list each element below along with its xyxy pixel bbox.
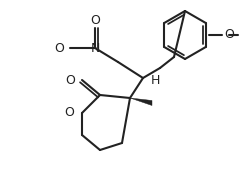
Text: O: O (65, 74, 75, 86)
Text: O: O (224, 29, 234, 41)
Text: O: O (64, 107, 74, 120)
Polygon shape (130, 98, 152, 106)
Text: N: N (90, 41, 100, 54)
Text: O: O (54, 41, 64, 54)
Text: H: H (151, 74, 160, 86)
Text: O: O (90, 15, 100, 27)
